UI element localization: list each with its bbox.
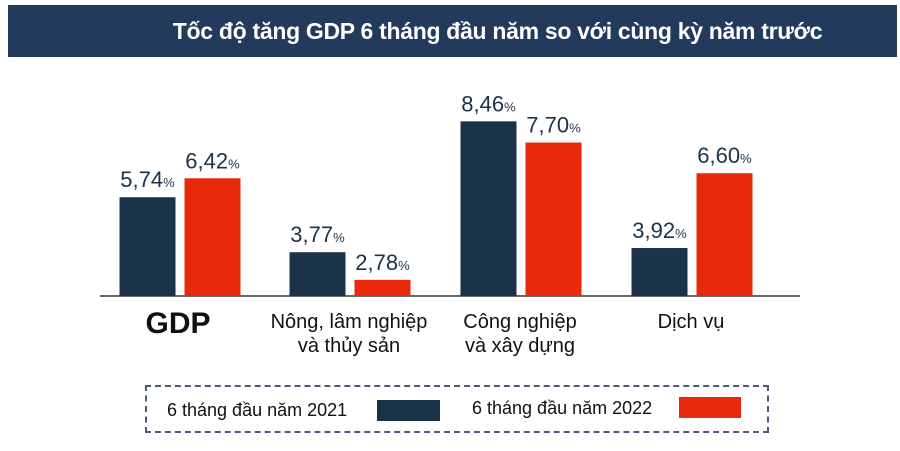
bar-2022 bbox=[696, 173, 753, 296]
category-label-line: Công nghiệp bbox=[463, 311, 577, 333]
data-label: 3,92% bbox=[632, 218, 687, 243]
data-label: 2,78% bbox=[355, 250, 410, 275]
bar-2022 bbox=[184, 178, 241, 296]
category-label-line: và thủy sản bbox=[297, 335, 401, 357]
category-label-line: và xây dựng bbox=[464, 335, 576, 357]
bar-2021 bbox=[631, 248, 688, 296]
legend-swatch-2022 bbox=[679, 397, 741, 418]
data-label: 5,74% bbox=[120, 167, 175, 192]
bar-2021 bbox=[289, 252, 346, 296]
data-label: 6,42% bbox=[185, 148, 240, 173]
legend-swatch-2021 bbox=[377, 400, 440, 421]
legend: 6 tháng đầu năm 2021 6 tháng đầu năm 202… bbox=[145, 385, 769, 433]
category-label-line: Nông, lâm nghiệp bbox=[270, 311, 428, 333]
category-label-gdp: GDP bbox=[145, 307, 211, 340]
bar-2022 bbox=[525, 142, 582, 296]
category-label-services: Dịch vụ bbox=[657, 311, 725, 333]
bar-2022 bbox=[354, 279, 411, 296]
data-label: 7,70% bbox=[526, 113, 581, 138]
legend-label-2021: 6 tháng đầu năm 2021 bbox=[167, 400, 348, 420]
category-label-agriculture: Nông, lâm nghiệp và thủy sản bbox=[249, 310, 449, 358]
data-label: 3,77% bbox=[290, 222, 345, 247]
data-label: 8,46% bbox=[461, 91, 516, 116]
chart-title: Tốc độ tăng GDP 6 tháng đầu năm so với c… bbox=[8, 5, 897, 57]
bar-2021 bbox=[119, 197, 176, 296]
legend-label-2022: 6 tháng đầu năm 2022 bbox=[472, 398, 653, 418]
category-label-industry: Công nghiệp và xây dựng bbox=[420, 310, 620, 358]
bar-2021 bbox=[460, 121, 517, 296]
data-label: 6,60% bbox=[697, 143, 752, 168]
